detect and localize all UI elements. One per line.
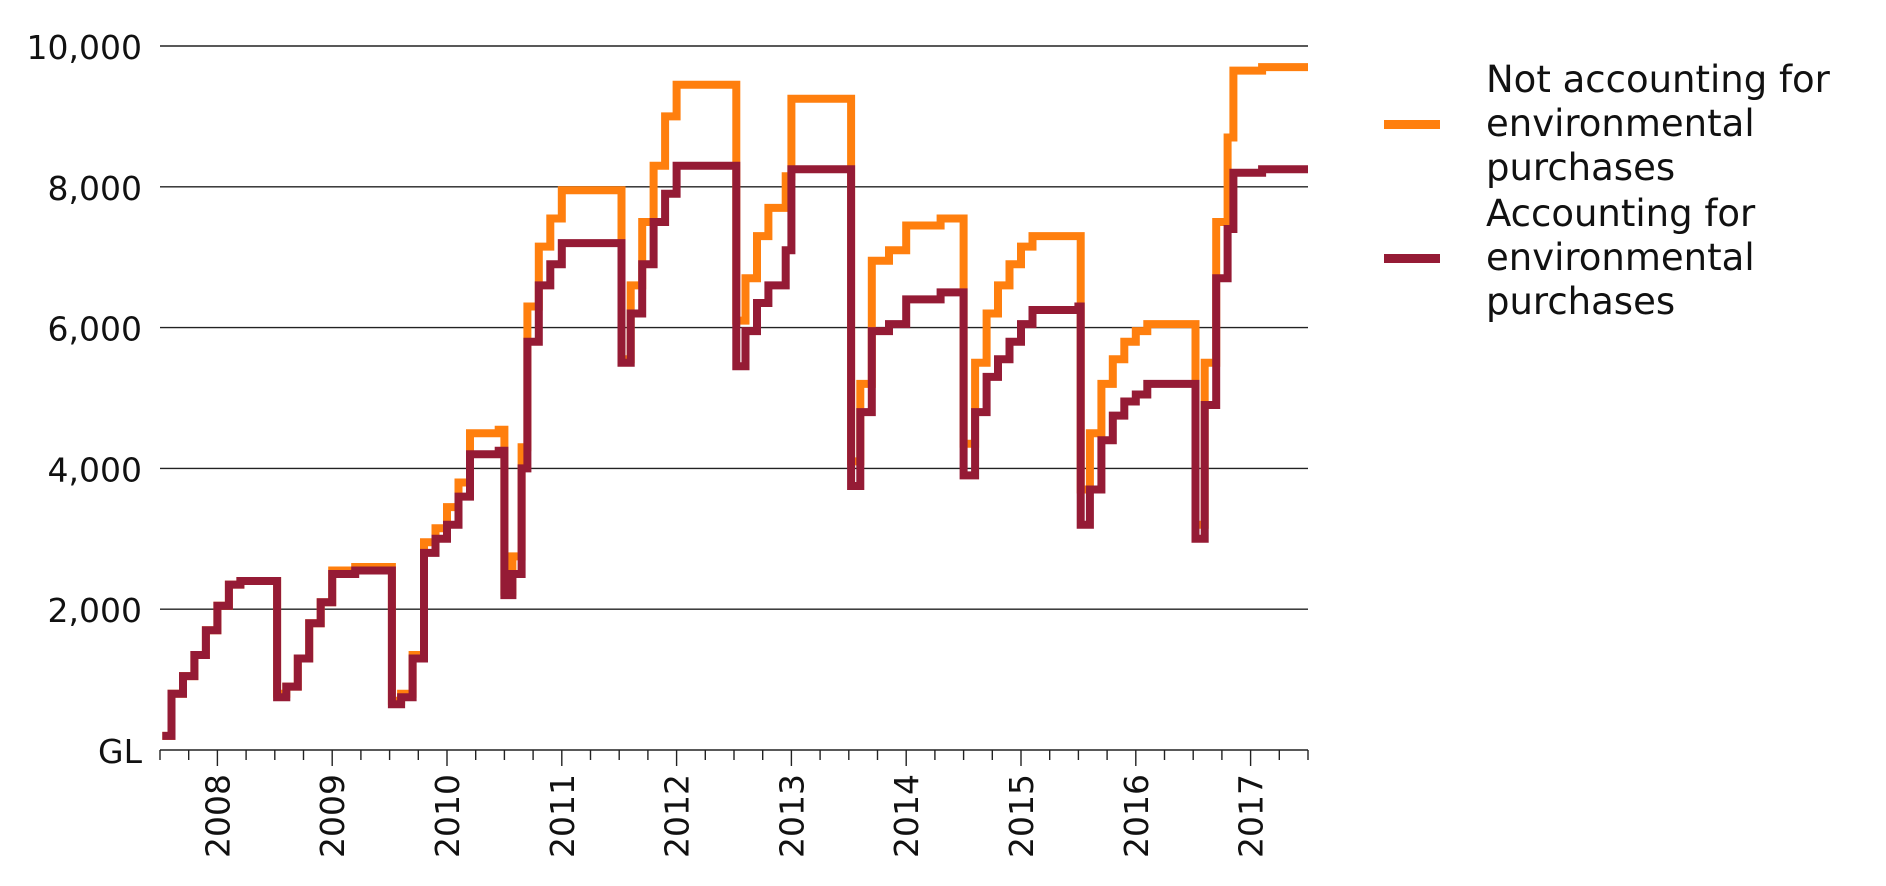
axes xyxy=(159,749,1309,766)
x-tick-label: 2011 xyxy=(543,774,582,858)
y-tick-label: GL xyxy=(98,732,143,771)
x-tick-label: 2017 xyxy=(1232,774,1271,858)
series-line-accounting xyxy=(162,161,1308,740)
x-tick-label: 2008 xyxy=(198,774,237,858)
legend-item-not-accounting: Not accounting for environmental purchas… xyxy=(1384,58,1864,190)
x-tick-label: 2014 xyxy=(887,774,926,858)
legend-swatch-not-accounting xyxy=(1384,119,1440,129)
x-tick-label: 2016 xyxy=(1117,774,1156,858)
y-tick-label: 4,000 xyxy=(48,450,142,489)
x-tick-label: 2013 xyxy=(772,774,811,858)
tick-labels: GL 2,000 4,000 6,000 8,000 10,000 2008 2009 2010… xyxy=(27,28,1271,858)
legend-swatch-accounting xyxy=(1384,253,1440,263)
y-tick-label: 2,000 xyxy=(48,591,142,630)
x-tick-label: 2012 xyxy=(658,774,697,858)
legend-label-accounting: Accounting for environmental purchases xyxy=(1486,192,1756,323)
y-tick-label: 8,000 xyxy=(48,169,142,208)
x-tick-label: 2015 xyxy=(1002,774,1041,858)
x-tick-label: 2009 xyxy=(313,774,352,858)
y-tick-label: 6,000 xyxy=(48,310,142,349)
y-tick-label: 10,000 xyxy=(27,28,142,67)
legend: Not accounting for environmental purchas… xyxy=(1384,58,1864,326)
series-lines xyxy=(162,63,1308,740)
legend-item-accounting: Accounting for environmental purchases xyxy=(1384,192,1864,324)
x-tick-label: 2010 xyxy=(428,774,467,858)
legend-label-not-accounting: Not accounting for environmental purchas… xyxy=(1486,58,1830,189)
